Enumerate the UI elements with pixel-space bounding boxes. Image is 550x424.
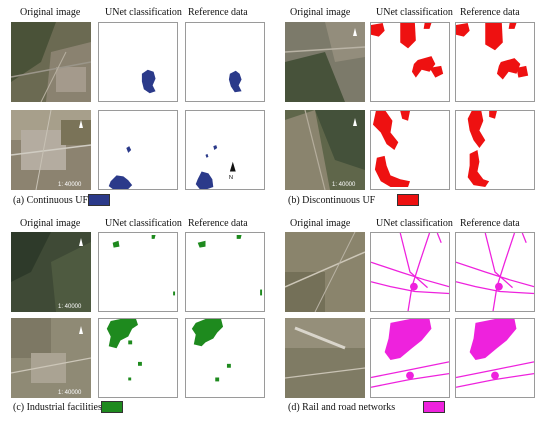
header-original-image-a: Original image (20, 7, 81, 18)
satellite-image: 1: 40000 (11, 318, 91, 398)
unet-classification-map (370, 318, 450, 398)
reference-data-map (455, 232, 535, 312)
header-original-image-c: Original image (20, 218, 81, 229)
header-unet-classification-b: UNet classification (376, 7, 453, 18)
unet-classification-map (98, 22, 178, 102)
north-arrow-icon (229, 161, 236, 172)
legend-swatch-industrial-facilities (101, 401, 123, 413)
unet-classification-map (370, 232, 450, 312)
north-label: N (229, 175, 233, 181)
caption-rail-and-road-networks: (d) Rail and road networks (288, 402, 396, 413)
scale-label: 1: 40000 (58, 304, 82, 310)
reference-data-map (185, 318, 265, 398)
header-original-image-d: Original image (290, 218, 351, 229)
reference-data-map: N (185, 110, 265, 190)
legend-swatch-continuous-uf (88, 194, 110, 206)
header-unet-classification-d: UNet classification (376, 218, 453, 229)
unet-classification-map (370, 110, 450, 190)
scale-label: 1: 40000 (58, 182, 82, 188)
header-reference-data-d: Reference data (460, 218, 520, 229)
scale-label: 1: 40000 (332, 182, 356, 188)
unet-classification-map (98, 318, 178, 398)
north-arrow-icon (353, 118, 357, 126)
header-unet-classification-a: UNet classification (105, 7, 182, 18)
reference-data-map (455, 110, 535, 190)
scale-label: 1: 40000 (58, 390, 82, 396)
header-reference-data-b: Reference data (460, 7, 520, 18)
north-arrow-icon (79, 120, 83, 128)
north-arrow-icon (79, 238, 83, 246)
satellite-image (285, 22, 365, 102)
north-arrow-icon (79, 326, 83, 334)
satellite-image: 1: 40000 (285, 110, 365, 190)
header-unet-classification-c: UNet classification (105, 218, 182, 229)
satellite-image: 1: 40000 (11, 232, 91, 312)
north-arrow-icon (353, 28, 357, 36)
reference-data-map (185, 232, 265, 312)
legend-swatch-rail-and-road-networks (423, 401, 445, 413)
reference-data-map (455, 318, 535, 398)
unet-classification-map (370, 22, 450, 102)
reference-data-map (455, 22, 535, 102)
unet-classification-map (98, 110, 178, 190)
reference-data-map (185, 22, 265, 102)
satellite-image (285, 232, 365, 312)
satellite-image (285, 318, 365, 398)
header-original-image-b: Original image (290, 7, 351, 18)
satellite-image: 1: 40000 (11, 110, 91, 190)
caption-industrial-facilities: (c) Industrial facilities (13, 402, 102, 413)
satellite-image (11, 22, 91, 102)
caption-discontinuous-uf: (b) Discontinuous UF (288, 195, 376, 206)
caption-continuous-uf: (a) Continuous UF (13, 195, 88, 206)
header-reference-data-c: Reference data (188, 218, 248, 229)
legend-swatch-discontinuous-uf (397, 194, 419, 206)
header-reference-data-a: Reference data (188, 7, 248, 18)
unet-classification-map (98, 232, 178, 312)
